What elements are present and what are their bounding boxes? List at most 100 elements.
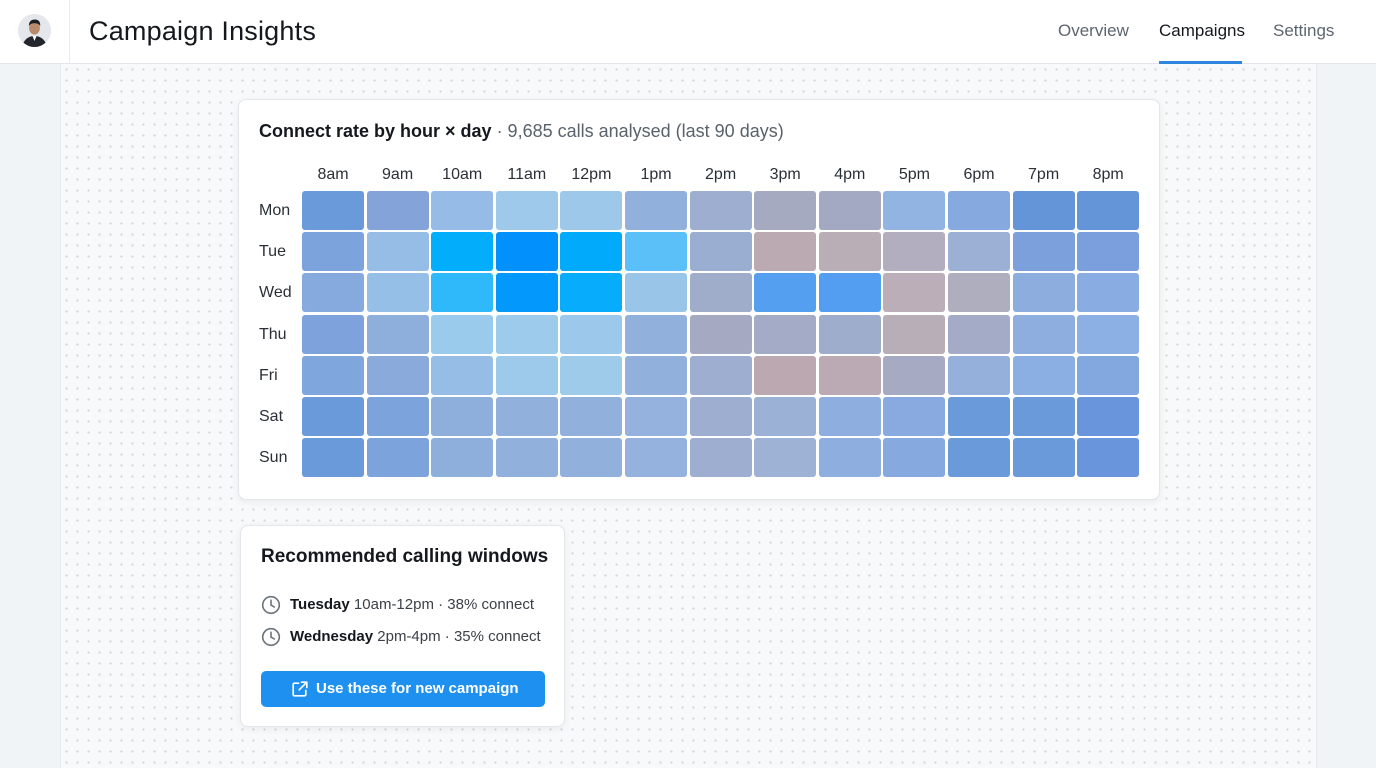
heatmap-cell[interactable] xyxy=(948,397,1010,436)
heatmap-cell[interactable] xyxy=(948,273,1010,313)
heatmap-cell[interactable] xyxy=(1012,314,1075,354)
heatmap-cell[interactable] xyxy=(754,232,817,272)
heatmap-cell[interactable] xyxy=(883,397,946,436)
heatmap-cell[interactable] xyxy=(883,355,946,395)
heatmap-cell[interactable] xyxy=(818,191,881,230)
heatmap-cell[interactable] xyxy=(366,355,429,395)
heatmap-cell[interactable] xyxy=(366,273,429,313)
heatmap-cell[interactable] xyxy=(883,273,946,313)
heatmap-cell[interactable] xyxy=(625,397,687,436)
avatar[interactable] xyxy=(18,14,51,47)
heatmap-cell[interactable] xyxy=(431,397,494,436)
heatmap-cell[interactable] xyxy=(1012,273,1075,313)
heatmap-cell[interactable] xyxy=(625,273,687,313)
heatmap-cell[interactable] xyxy=(625,438,687,478)
heatmap-cell[interactable] xyxy=(754,273,817,313)
heatmap-cell[interactable] xyxy=(625,191,687,230)
heatmap-cell[interactable] xyxy=(948,191,1010,230)
tab-overview[interactable]: Overview xyxy=(1058,21,1129,40)
use-for-new-campaign-button[interactable]: Use these for new campaign xyxy=(261,671,545,707)
hour-label: 11am xyxy=(507,166,547,183)
heatmap-cell[interactable] xyxy=(1012,355,1075,395)
heatmap-cell[interactable] xyxy=(560,438,623,478)
heatmap-cell[interactable] xyxy=(948,314,1010,354)
heatmap-cell[interactable] xyxy=(1077,314,1140,354)
heatmap-cell[interactable] xyxy=(818,355,881,395)
heatmap-cell[interactable] xyxy=(689,232,752,272)
heatmap-cell[interactable] xyxy=(754,438,817,478)
heatmap-cell[interactable] xyxy=(948,355,1010,395)
heatmap-cell[interactable] xyxy=(302,355,364,395)
heatmap-cell[interactable] xyxy=(560,355,623,395)
heatmap-cell[interactable] xyxy=(495,191,558,230)
heatmap-cell[interactable] xyxy=(495,273,558,313)
heatmap-cell[interactable] xyxy=(1012,232,1075,272)
heatmap-cell[interactable] xyxy=(431,232,494,272)
heatmap-cell[interactable] xyxy=(754,355,817,395)
heatmap-cell[interactable] xyxy=(560,314,623,354)
heatmap-cell[interactable] xyxy=(948,232,1010,272)
heatmap-cell[interactable] xyxy=(366,191,429,230)
heatmap-cell[interactable] xyxy=(689,314,752,354)
heatmap-cell[interactable] xyxy=(625,314,687,354)
heatmap-cell[interactable] xyxy=(431,438,494,478)
heatmap-cell[interactable] xyxy=(366,438,429,478)
heatmap-cell[interactable] xyxy=(431,273,494,313)
heatmap-cell[interactable] xyxy=(495,232,558,272)
heatmap-cell[interactable] xyxy=(1077,438,1140,478)
heatmap-cell[interactable] xyxy=(495,438,558,478)
heatmap-cell[interactable] xyxy=(1077,397,1140,436)
heatmap-cell[interactable] xyxy=(818,397,881,436)
heatmap-cell[interactable] xyxy=(1012,191,1075,230)
heatmap-cell[interactable] xyxy=(689,355,752,395)
heatmap-cell[interactable] xyxy=(302,273,364,313)
hour-label: 7pm xyxy=(1028,166,1060,183)
heatmap-cell[interactable] xyxy=(625,232,687,272)
heatmap-cell[interactable] xyxy=(818,232,881,272)
heatmap-cell[interactable] xyxy=(302,314,364,354)
heatmap-cell[interactable] xyxy=(302,397,364,436)
heatmap-cell[interactable] xyxy=(560,191,623,230)
heatmap-cell[interactable] xyxy=(689,191,752,230)
heatmap-cell[interactable] xyxy=(366,314,429,354)
heatmap-cell[interactable] xyxy=(1012,438,1075,478)
heatmap-cell[interactable] xyxy=(560,397,623,436)
heatmap-cell[interactable] xyxy=(431,191,494,230)
heatmap-cell[interactable] xyxy=(883,232,946,272)
heatmap-cell[interactable] xyxy=(560,232,623,272)
heatmap-cell[interactable] xyxy=(1077,232,1140,272)
heatmap-cell[interactable] xyxy=(1077,191,1140,230)
heatmap-cell[interactable] xyxy=(754,397,817,436)
heatmap-cell[interactable] xyxy=(754,314,817,354)
heatmap-cell[interactable] xyxy=(689,438,752,478)
heatmap-cell[interactable] xyxy=(754,191,817,230)
heatmap-cell[interactable] xyxy=(1012,397,1075,436)
heatmap-cell[interactable] xyxy=(1077,273,1140,313)
heatmap-cell[interactable] xyxy=(689,397,752,436)
heatmap-cell[interactable] xyxy=(495,355,558,395)
heatmap-cell[interactable] xyxy=(366,232,429,272)
heatmap-cell[interactable] xyxy=(948,438,1010,478)
heatmap-cell[interactable] xyxy=(560,273,623,313)
heatmap-cell[interactable] xyxy=(625,355,687,395)
heatmap-cell[interactable] xyxy=(431,314,494,354)
heatmap-cell[interactable] xyxy=(689,273,752,313)
tab-settings[interactable]: Settings xyxy=(1273,21,1335,40)
heatmap-cell[interactable] xyxy=(495,397,558,436)
heatmap-cell[interactable] xyxy=(302,438,364,478)
heatmap-cell[interactable] xyxy=(366,397,429,436)
active-tab-indicator xyxy=(1159,61,1242,64)
heatmap-title-subtitle: · 9,685 calls analysed (last 90 days) xyxy=(491,121,784,141)
heatmap-cell[interactable] xyxy=(818,314,881,354)
heatmap-cell[interactable] xyxy=(883,438,946,478)
heatmap-cell[interactable] xyxy=(818,438,881,478)
tab-campaigns[interactable]: Campaigns xyxy=(1159,21,1245,40)
heatmap-cell[interactable] xyxy=(818,273,881,313)
heatmap-cell[interactable] xyxy=(302,232,364,272)
heatmap-cell[interactable] xyxy=(302,191,364,230)
heatmap-cell[interactable] xyxy=(431,355,494,395)
heatmap-cell[interactable] xyxy=(1077,355,1140,395)
heatmap-cell[interactable] xyxy=(883,314,946,354)
heatmap-cell[interactable] xyxy=(495,314,558,354)
heatmap-cell[interactable] xyxy=(883,191,946,230)
